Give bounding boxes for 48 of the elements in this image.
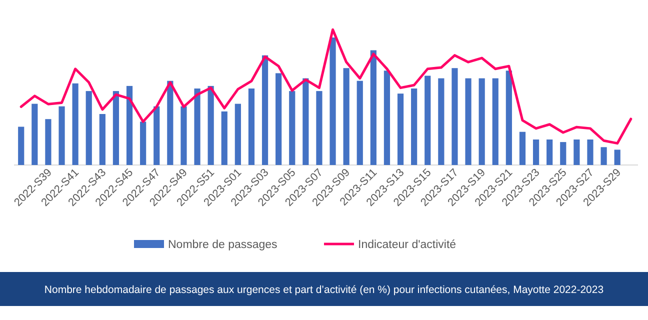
bar xyxy=(276,73,282,165)
bar xyxy=(18,126,24,165)
bar xyxy=(221,111,228,165)
bar xyxy=(302,78,309,165)
bar xyxy=(180,106,187,165)
bar xyxy=(614,150,620,165)
bar xyxy=(465,78,472,165)
bar xyxy=(248,88,255,165)
bar xyxy=(587,140,594,165)
legend-label: Indicateur d'activité xyxy=(358,239,456,251)
bar xyxy=(126,86,133,165)
bar xyxy=(262,55,268,165)
bar xyxy=(370,50,376,165)
bar xyxy=(330,38,336,165)
bar xyxy=(86,91,92,165)
bar xyxy=(343,68,350,165)
bar xyxy=(72,83,78,165)
legend-label: Nombre de passages xyxy=(168,239,278,251)
bar xyxy=(234,104,241,165)
bar xyxy=(560,142,566,165)
bar xyxy=(519,132,526,165)
bar xyxy=(452,68,458,165)
bar xyxy=(506,70,512,165)
bar xyxy=(289,91,296,165)
bar xyxy=(424,76,431,165)
bar xyxy=(99,114,106,165)
bar xyxy=(154,106,160,165)
bar xyxy=(478,78,485,165)
bar xyxy=(492,78,498,165)
bar xyxy=(600,147,607,165)
bar xyxy=(208,86,214,165)
bar xyxy=(167,80,174,165)
bar xyxy=(384,70,390,165)
bar xyxy=(194,88,200,165)
bar xyxy=(532,140,540,165)
bar xyxy=(411,88,418,165)
bar xyxy=(32,104,38,165)
bar xyxy=(574,140,580,165)
bar xyxy=(140,122,146,165)
bar xyxy=(438,78,444,165)
bar xyxy=(356,80,363,165)
bar xyxy=(45,119,52,165)
bar xyxy=(316,91,322,165)
bar xyxy=(546,140,553,165)
bar xyxy=(397,94,404,165)
bar xyxy=(112,91,120,165)
text: Nombre hebdomadaire de passages aux urgences et part d’activité (en %) pour infections cutanées, Mayotte 2022-2023 xyxy=(44,284,604,296)
bar xyxy=(58,106,65,165)
